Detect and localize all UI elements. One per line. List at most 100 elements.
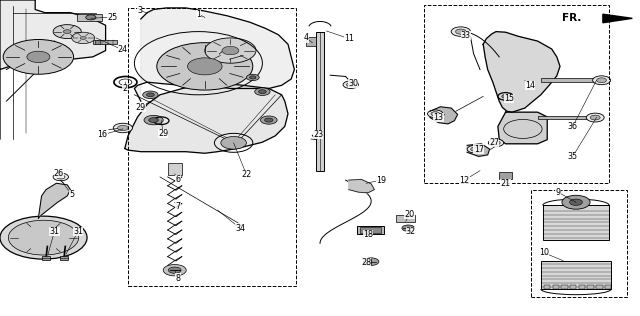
Polygon shape: [349, 179, 374, 193]
Polygon shape: [430, 107, 458, 124]
Bar: [316, 32, 324, 171]
Circle shape: [470, 147, 479, 151]
Text: 14: 14: [525, 81, 535, 90]
Text: FR.: FR.: [562, 13, 581, 23]
Bar: [544, 285, 550, 289]
Text: 31: 31: [49, 227, 60, 236]
Circle shape: [0, 216, 87, 259]
Circle shape: [593, 76, 611, 85]
Text: 12: 12: [460, 176, 470, 185]
Circle shape: [596, 78, 607, 83]
Circle shape: [27, 51, 50, 63]
Circle shape: [188, 58, 222, 75]
Text: 10: 10: [539, 248, 549, 257]
Circle shape: [148, 118, 159, 123]
Circle shape: [562, 195, 590, 209]
Text: 35: 35: [568, 152, 578, 161]
Circle shape: [147, 93, 154, 97]
Circle shape: [221, 137, 246, 149]
Circle shape: [428, 110, 443, 118]
Circle shape: [431, 112, 440, 116]
Circle shape: [488, 139, 504, 147]
Circle shape: [222, 46, 239, 55]
Circle shape: [467, 145, 483, 153]
Circle shape: [205, 38, 256, 63]
Circle shape: [86, 15, 96, 20]
Text: 26: 26: [54, 169, 64, 178]
Circle shape: [255, 88, 270, 95]
Bar: [396, 215, 415, 222]
Circle shape: [63, 30, 71, 33]
Text: 11: 11: [344, 34, 354, 43]
Bar: [95, 40, 100, 44]
Circle shape: [492, 141, 500, 145]
Bar: [357, 226, 384, 234]
Text: 30: 30: [348, 79, 358, 88]
Circle shape: [570, 199, 582, 205]
Circle shape: [144, 115, 163, 125]
Bar: [168, 163, 182, 175]
Text: 27: 27: [489, 138, 499, 147]
Bar: [541, 78, 605, 82]
Circle shape: [346, 82, 355, 87]
Text: 31: 31: [73, 227, 83, 236]
Text: 33: 33: [461, 31, 471, 40]
Polygon shape: [603, 14, 632, 23]
Polygon shape: [38, 183, 70, 218]
Circle shape: [143, 91, 158, 99]
Text: 25: 25: [107, 13, 117, 21]
Text: 13: 13: [433, 113, 444, 122]
Bar: [538, 116, 598, 119]
Bar: [561, 285, 568, 289]
Circle shape: [80, 36, 86, 40]
Text: 34: 34: [235, 224, 245, 233]
Bar: [77, 14, 102, 21]
Circle shape: [157, 43, 253, 90]
Circle shape: [3, 40, 74, 74]
Polygon shape: [467, 144, 490, 156]
Circle shape: [250, 76, 256, 79]
Text: 2: 2: [122, 84, 127, 93]
Text: 4: 4: [303, 33, 308, 42]
Bar: [306, 37, 316, 46]
Circle shape: [168, 267, 181, 273]
Circle shape: [260, 116, 277, 124]
Bar: [60, 256, 68, 260]
Text: 6: 6: [175, 175, 180, 184]
Circle shape: [502, 94, 509, 98]
Text: 20: 20: [404, 210, 415, 219]
Circle shape: [265, 118, 273, 122]
Text: 29: 29: [158, 129, 168, 138]
Bar: [499, 172, 512, 179]
Circle shape: [163, 264, 186, 276]
Bar: [128, 8, 296, 286]
Bar: [579, 285, 585, 289]
Circle shape: [590, 115, 600, 120]
Circle shape: [56, 175, 65, 179]
Text: 16: 16: [97, 131, 108, 139]
Circle shape: [8, 220, 79, 255]
Text: 36: 36: [568, 122, 578, 131]
Text: 24: 24: [118, 46, 128, 54]
Circle shape: [72, 32, 95, 44]
Circle shape: [118, 125, 128, 131]
Circle shape: [53, 173, 68, 181]
Bar: [360, 227, 381, 233]
Polygon shape: [134, 8, 294, 101]
Circle shape: [259, 90, 266, 94]
Bar: [424, 5, 609, 183]
Text: 23: 23: [313, 130, 323, 139]
Text: 17: 17: [474, 145, 484, 154]
Bar: [588, 285, 594, 289]
Polygon shape: [483, 32, 560, 112]
Bar: [570, 285, 577, 289]
Text: 21: 21: [500, 179, 511, 188]
Text: 3: 3: [137, 6, 142, 15]
Circle shape: [451, 27, 470, 36]
Circle shape: [456, 29, 466, 34]
Bar: [531, 190, 627, 297]
Polygon shape: [498, 112, 547, 144]
Bar: [543, 205, 609, 240]
Text: 5: 5: [69, 190, 74, 199]
Bar: [605, 285, 611, 289]
